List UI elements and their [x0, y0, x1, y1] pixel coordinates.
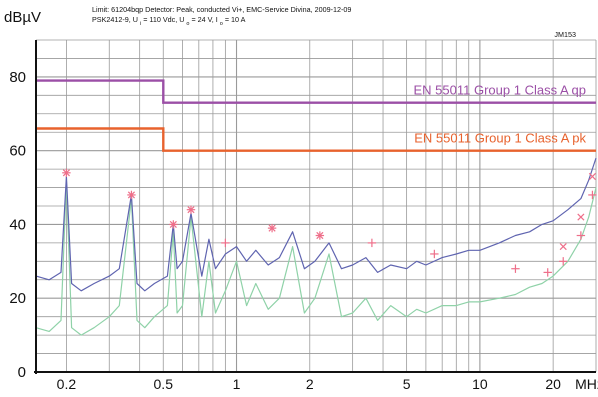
data-marker: [169, 220, 178, 229]
header-line-2-a: PSK2412-9, U: [92, 15, 138, 24]
trace-average: [35, 179, 597, 336]
data-marker: [430, 249, 439, 259]
plot-traces: [35, 157, 597, 336]
x-tick-label: 10: [472, 376, 488, 392]
data-marker: [186, 205, 196, 214]
header-line-1: Limit: 61204bqp Detector: Peak, conducte…: [92, 5, 351, 14]
data-marker: [221, 238, 230, 248]
x-tick-label: 0.2: [57, 376, 77, 392]
marker-stroke: [62, 169, 70, 177]
plot-grid: [36, 39, 597, 372]
limit-label-pk: EN 55011 Group 1 Class A pk: [414, 131, 586, 146]
header-line-2-sub2: o: [186, 21, 189, 27]
marker-stroke: [187, 206, 195, 214]
y-unit-label: dBµV: [4, 9, 41, 26]
marker-stroke: [316, 231, 324, 240]
data-marker: [559, 257, 568, 266]
y-tick-label: 60: [9, 143, 26, 160]
y-tick-label: 40: [9, 216, 26, 233]
plot-limits: EN 55011 Group 1 Class A qp EN 55011 Grou…: [36, 79, 596, 152]
x-tick-label: 2: [306, 376, 314, 392]
data-marker: [511, 264, 520, 273]
marker-stroke: [588, 172, 596, 181]
data-marker: [367, 238, 377, 248]
data-marker: [543, 268, 552, 277]
data-marker: [127, 190, 136, 200]
data-marker: [577, 213, 585, 221]
y-tick-label: 80: [9, 69, 26, 86]
marker-stroke: [268, 224, 276, 232]
header-line-2-sub1: i: [140, 21, 141, 27]
limit-line-qp: [36, 79, 596, 104]
marker-stroke: [577, 213, 585, 221]
y-tick-label: 0: [18, 364, 26, 381]
plot-axes: [34, 40, 596, 374]
data-marker: [315, 231, 325, 240]
x-tick-label: 5: [403, 376, 411, 392]
y-tick-label: 20: [9, 290, 26, 307]
marker-stroke: [169, 220, 177, 229]
plot-labels: 0 20 40 60 80 0.2 0.5 1 2 5 10 20 MHz: [9, 69, 598, 392]
data-marker: [267, 223, 277, 233]
data-marker: [588, 190, 597, 200]
header-tag: JM153: [554, 30, 576, 39]
limit-line-pk: [36, 127, 596, 152]
header-line-2-b: = 110 Vdc, U: [143, 15, 184, 24]
data-marker: [576, 231, 586, 240]
trace-peak: [35, 157, 597, 292]
data-marker: [559, 243, 567, 251]
header-line-2: PSK2412-9, U i = 110 Vdc, U o = 24 V, I …: [92, 15, 246, 27]
marker-stroke: [127, 191, 136, 199]
marker-stroke: [559, 243, 567, 251]
data-marker: [62, 168, 71, 177]
header-line-2-d: = 10 A: [225, 15, 246, 24]
header-line-2-sub3: o: [220, 21, 223, 27]
x-tick-label: 0.5: [154, 376, 174, 392]
x-tick-label: 1: [233, 376, 241, 392]
x-tick-label: 20: [545, 376, 561, 392]
header-line-2-c: = 24 V, I: [191, 15, 217, 24]
data-marker: [588, 172, 596, 181]
plot-markers: [62, 168, 597, 277]
limit-label-qp: EN 55011 Group 1 Class A qp: [414, 83, 586, 98]
x-axis-unit-label: MHz: [575, 376, 598, 392]
